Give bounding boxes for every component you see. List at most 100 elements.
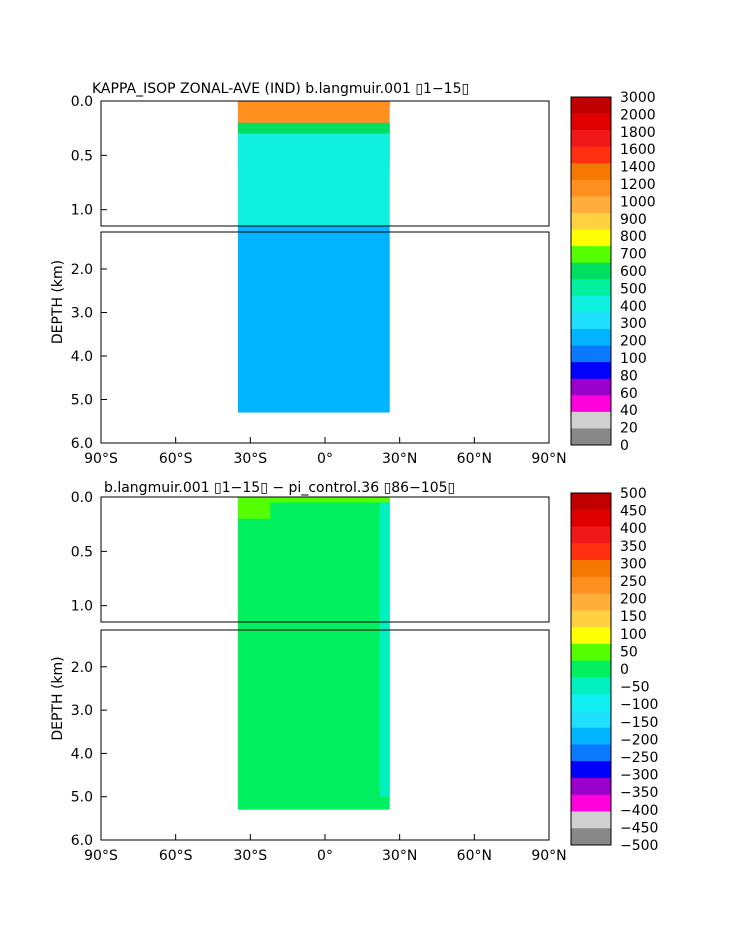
colorbar-label: 350	[620, 539, 647, 555]
colorbar-swatch	[571, 610, 611, 628]
colorbar-swatch	[571, 196, 611, 214]
colorbar-swatch	[571, 97, 611, 114]
x-tick-label: 60°S	[159, 848, 193, 864]
colorbar-swatch	[571, 493, 611, 511]
colorbar-label: 100	[620, 351, 647, 367]
colorbar-label: 300	[620, 316, 647, 332]
panel-title: KAPPA_ISOP ZONAL-AVE (IND) b.langmuir.00…	[92, 81, 469, 97]
colorbar-label: −100	[620, 697, 658, 713]
colorbar-swatch	[571, 345, 611, 363]
colorbar-label: 800	[620, 229, 647, 245]
colorbar-label: −400	[620, 803, 658, 819]
y-axis-label: DEPTH (km)	[50, 656, 66, 740]
colorbar-label: 500	[620, 281, 647, 297]
colorbar-label: −350	[620, 785, 658, 801]
colorbar-swatch	[571, 526, 611, 544]
colorbar-swatch	[571, 312, 611, 330]
colorbar-swatch	[571, 130, 611, 148]
y-tick-label: 0.0	[71, 490, 93, 506]
x-tick-label: 90°S	[84, 451, 118, 467]
colorbar-label: 0	[620, 662, 629, 678]
colorbar-label: 1600	[620, 142, 656, 158]
colorbar-swatch	[571, 710, 611, 728]
colorbar-swatch	[571, 229, 611, 247]
y-tick-label: 6.0	[71, 436, 93, 452]
upper-axes-box	[100, 100, 550, 227]
colorbar-frame	[570, 96, 612, 446]
colorbar-label: 200	[620, 592, 647, 608]
colorbar-swatch	[571, 777, 611, 796]
x-tick-label: 30°N	[382, 848, 417, 864]
colorbar-swatch	[571, 727, 611, 745]
colorbar-swatch	[571, 660, 611, 678]
colorbar-swatch	[571, 279, 611, 297]
colorbar-label: 3000	[620, 90, 656, 106]
colorbar-swatch	[571, 627, 611, 645]
colorbar-label: 20	[620, 421, 638, 437]
y-tick-label: 3.0	[71, 703, 93, 719]
y-tick-label: 5.0	[71, 392, 93, 408]
colorbar-label: −150	[620, 715, 658, 731]
y-tick-label: 3.0	[71, 305, 93, 321]
x-tick-label: 0°	[317, 848, 333, 864]
colorbar-frame	[570, 492, 612, 846]
colorbar-label: 150	[620, 609, 647, 625]
colorbar-swatch	[571, 593, 611, 611]
colorbar-label: 400	[620, 521, 647, 537]
colorbar-swatch	[571, 543, 611, 561]
colorbar-label: 900	[620, 212, 647, 228]
x-tick-label: 30°N	[382, 451, 417, 467]
x-tick-label: 60°N	[457, 451, 492, 467]
colorbar-swatch	[571, 428, 611, 446]
colorbar-swatch	[571, 643, 611, 661]
y-tick-label: 2.0	[71, 262, 93, 278]
colorbar-swatch	[571, 761, 611, 779]
y-tick-label: 0.0	[71, 94, 93, 110]
colorbar-swatch	[571, 113, 611, 131]
colorbar-label: 2000	[620, 107, 656, 123]
colorbar-label: 400	[620, 299, 647, 315]
colorbar-label: 250	[620, 574, 647, 590]
region-0-seg-1	[237, 622, 390, 810]
colorbar-label: 1800	[620, 125, 656, 141]
colorbar-label: −450	[620, 820, 658, 836]
colorbar-swatch	[571, 395, 611, 413]
colorbar-swatch	[571, 794, 611, 812]
y-tick-label: 5.0	[71, 790, 93, 806]
colorbar-swatch	[571, 509, 611, 527]
colorbar-label: 450	[620, 504, 647, 520]
x-tick-label: 90°S	[84, 848, 118, 864]
colorbar-swatch	[571, 694, 611, 712]
region-3-seg-1	[379, 622, 390, 797]
colorbar-label: 700	[620, 247, 647, 263]
colorbar-label: −300	[620, 768, 658, 784]
colorbar-label: 0	[620, 438, 629, 454]
colorbar-label: −200	[620, 732, 658, 748]
x-tick-label: 90°N	[531, 848, 566, 864]
colorbar-swatch	[571, 576, 611, 594]
y-tick-label: 1.0	[71, 599, 93, 615]
x-tick-label: 0°	[317, 451, 333, 467]
colorbar-label: 1200	[620, 177, 656, 193]
colorbar-swatch	[571, 179, 611, 197]
colorbar-swatch	[571, 378, 611, 396]
colorbar-label: 1400	[620, 160, 656, 176]
colorbar-swatch	[571, 146, 611, 164]
y-tick-label: 0.5	[71, 544, 93, 560]
x-tick-label: 90°N	[531, 451, 566, 467]
colorbar-label: 50	[620, 644, 638, 660]
colorbar-swatch	[571, 828, 611, 846]
y-tick-label: 4.0	[71, 349, 93, 365]
colorbar-swatch	[571, 246, 611, 264]
colorbar-swatch	[571, 744, 611, 762]
colorbar-label: 100	[620, 627, 647, 643]
colorbar-label: 60	[620, 386, 638, 402]
panel-title: b.langmuir.001 ▯1−15▯ − pi_control.36 ▯8…	[104, 480, 455, 496]
y-tick-label: 2.0	[71, 660, 93, 676]
colorbar-label: −500	[620, 838, 658, 854]
colorbar-label: 600	[620, 264, 647, 280]
colorbar-label: 1000	[620, 194, 656, 210]
region-4-seg-1	[237, 226, 390, 413]
upper-axes-box	[100, 496, 550, 623]
